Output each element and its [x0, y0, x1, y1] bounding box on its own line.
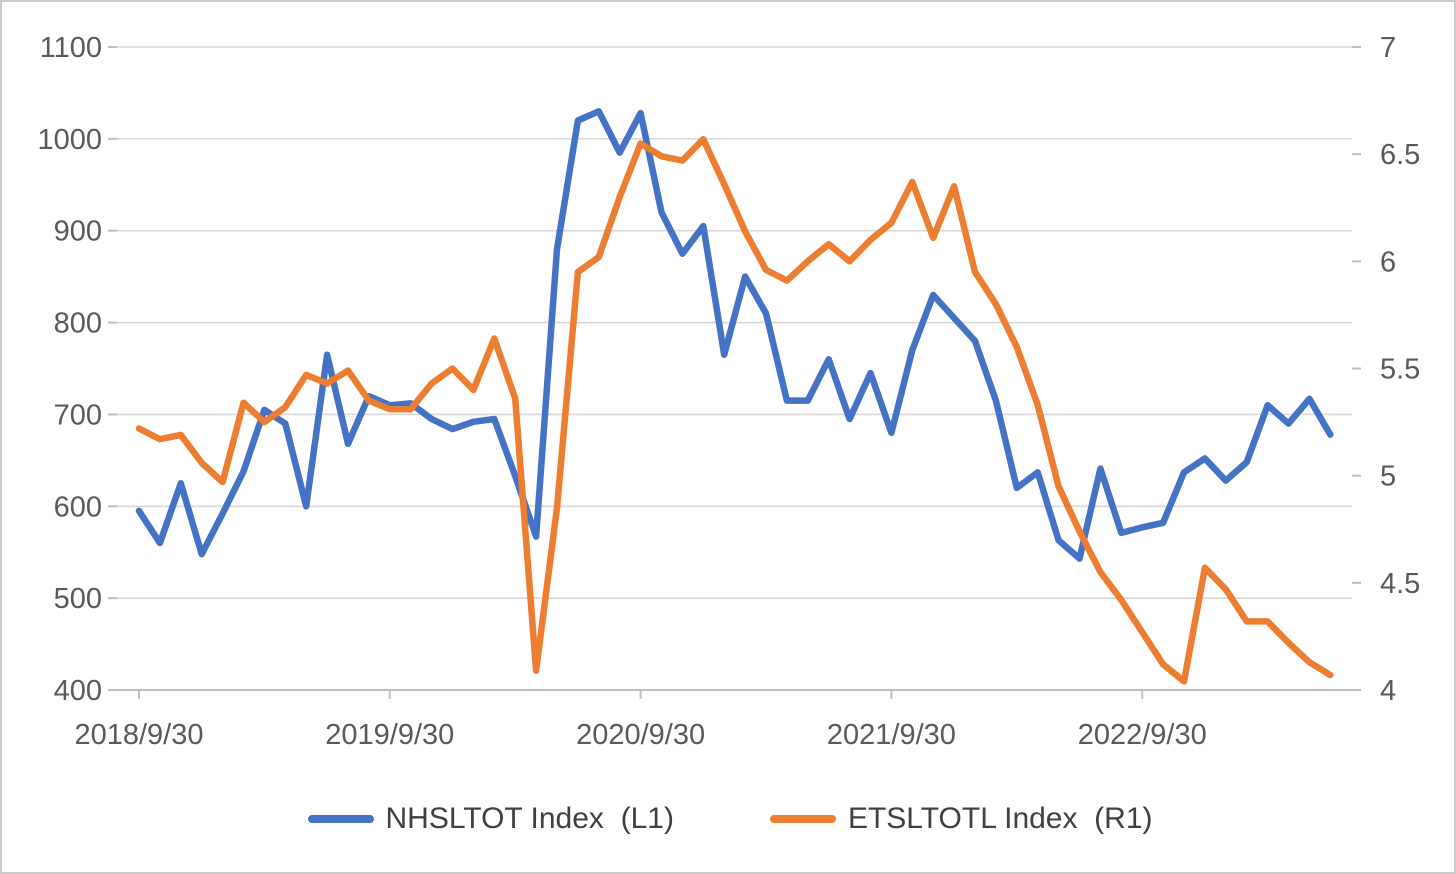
legend-label-nhsltot: NHSLTOT Index (L1) [385, 802, 674, 835]
legend-item-etsltotl: ETSLTOTL Index (R1) [769, 802, 1153, 836]
right-axis-tick-label: 4 [1380, 675, 1396, 707]
x-axis-tick-label: 2019/9/30 [325, 719, 454, 751]
right-axis-tick-label: 5.5 [1380, 354, 1420, 386]
right-axis-tick-label: 5 [1380, 461, 1396, 493]
series-line-nhsltot [135, 108, 1334, 562]
series-line-etsltotl [135, 135, 1334, 685]
x-axis-tick-label: 2022/9/30 [1078, 719, 1207, 751]
left-axis-tick-label: 600 [54, 491, 102, 523]
x-axis-tick-label: 2021/9/30 [827, 719, 956, 751]
x-axis-tick-label: 2020/9/30 [576, 719, 705, 751]
right-axis-tick-label: 6.5 [1380, 139, 1420, 171]
left-axis-tick-label: 800 [54, 308, 102, 340]
left-axis-tick-label: 1100 [40, 32, 102, 64]
right-axis-tick-label: 7 [1380, 32, 1396, 64]
left-axis-tick-label: 900 [54, 216, 102, 248]
left-axis-tick-label: 700 [54, 399, 102, 431]
left-axis-tick-label: 1000 [37, 124, 102, 156]
right-axis-tick-label: 4.5 [1380, 568, 1420, 600]
legend-label-etsltotl: ETSLTOTL Index (R1) [847, 802, 1153, 835]
chart-legend: NHSLTOT Index (L1) ETSLTOTL Index (R1) [2, 794, 1454, 844]
legend-swatch-orange-icon [769, 815, 836, 823]
left-axis-tick-label: 500 [54, 583, 102, 615]
left-axis-tick-label: 400 [54, 675, 102, 707]
legend-swatch-blue-icon [307, 815, 374, 823]
legend-item-nhsltot: NHSLTOT Index (L1) [307, 802, 674, 836]
right-axis-tick-label: 6 [1380, 246, 1396, 278]
x-axis-tick-label: 2018/9/30 [74, 719, 203, 751]
